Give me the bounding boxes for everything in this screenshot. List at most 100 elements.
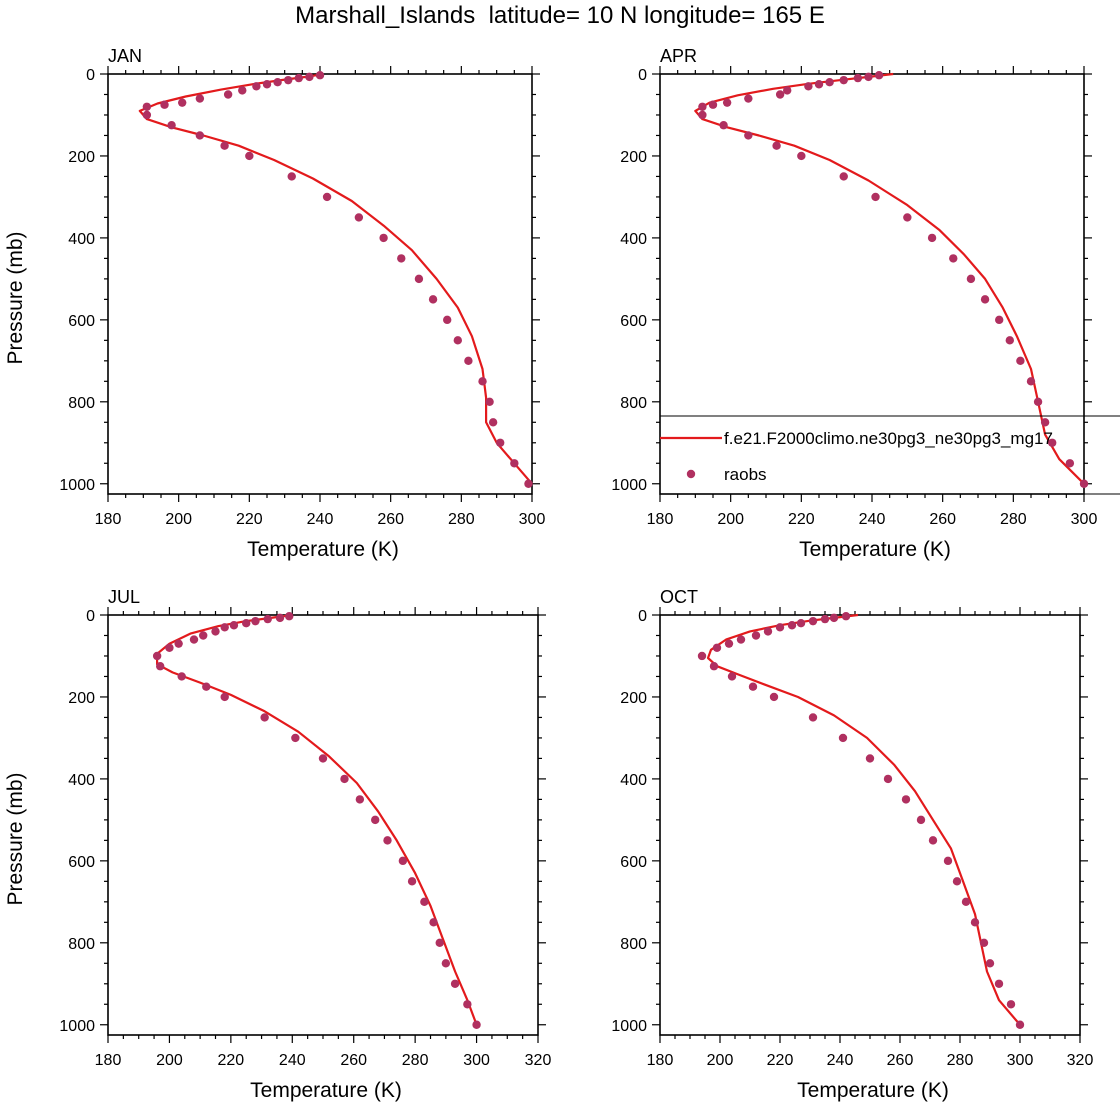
raobs-point	[796, 618, 806, 628]
raobs-point	[709, 662, 719, 671]
legend: f.e21.F2000climo.ne30pg3_ne30pg3_mg17rao…	[660, 415, 1120, 495]
raobs-point	[464, 356, 473, 366]
raobs-point	[220, 692, 229, 702]
raobs-point	[322, 192, 332, 202]
x-tick-label: 220	[788, 511, 815, 528]
raobs-point	[453, 336, 462, 345]
raobs-point	[287, 172, 296, 181]
y-tick-label: 200	[620, 690, 647, 707]
x-tick-label: 260	[340, 1052, 367, 1069]
raobs-point	[839, 172, 848, 181]
x-tick-label: 200	[165, 511, 192, 528]
raobs-point	[273, 77, 282, 87]
raobs-point	[496, 438, 505, 447]
y-tick-label: 0	[86, 608, 95, 625]
raobs-point	[463, 1000, 472, 1009]
raobs-point	[443, 315, 452, 325]
panel-oct: 180 200 220 240 260 280 300 320 0 200 400 600 800 100…	[611, 587, 1093, 1102]
y-tick-label: 400	[620, 772, 647, 789]
x-tick-label: 260	[929, 511, 956, 528]
raobs-point	[901, 795, 911, 804]
x-tick-label: 260	[377, 511, 404, 528]
x-tick-label: 300	[463, 1052, 490, 1069]
y-tick-label: 400	[620, 231, 647, 248]
raobs-point	[775, 623, 785, 632]
raobs-point	[985, 959, 995, 968]
model-profile-line	[706, 613, 1021, 1026]
model-profile-line	[694, 72, 1085, 485]
raobs-point	[220, 141, 229, 150]
raobs-point	[414, 274, 424, 284]
raobs-point	[943, 856, 953, 866]
raobs-point	[1079, 479, 1089, 488]
raobs-point	[485, 397, 494, 407]
plot-frame	[107, 73, 533, 495]
y-tick-label: 1000	[59, 477, 95, 494]
raobs-point	[825, 77, 834, 87]
raobs-point	[223, 90, 233, 99]
raobs-point	[787, 621, 797, 630]
raobs-point	[763, 627, 773, 636]
raobs-point	[1026, 377, 1036, 386]
raobs-point	[829, 613, 839, 623]
x-tick-label: 220	[767, 1052, 794, 1069]
raobs-point	[841, 612, 851, 621]
raobs-point	[195, 131, 205, 140]
y-tick-label: 800	[620, 395, 647, 412]
raobs-point	[165, 643, 174, 652]
x-tick-label: 240	[859, 511, 886, 528]
x-tick-label: 220	[218, 1052, 245, 1069]
raobs-point	[195, 94, 205, 103]
x-tick-label: 200	[717, 511, 744, 528]
raobs-point	[1015, 1020, 1025, 1029]
legend-marker-swatch	[686, 469, 696, 479]
raobs-point	[407, 877, 417, 886]
raobs-point	[808, 616, 818, 626]
raobs-point	[797, 151, 806, 161]
raobs-point	[808, 713, 818, 722]
y-axis-label: Pressure (mb)	[4, 231, 27, 364]
raobs-point	[315, 71, 325, 80]
raobs-point	[245, 151, 254, 161]
raobs-point	[429, 918, 438, 927]
y-tick-label: 1000	[611, 1018, 647, 1035]
raobs-point	[724, 639, 734, 648]
legend-raobs-label: raobs	[724, 465, 767, 484]
x-tick-label: 260	[887, 1052, 914, 1069]
x-tick-label: 300	[519, 511, 546, 528]
raobs-point	[1040, 418, 1050, 427]
raobs-point	[961, 897, 971, 907]
raobs-point	[698, 102, 707, 111]
y-tick-label: 600	[620, 854, 647, 871]
y-tick-label: 600	[68, 313, 95, 330]
plot-frame	[659, 614, 1081, 1036]
raobs-point	[871, 192, 880, 202]
panel-label: JAN	[108, 46, 142, 66]
y-tick-label: 200	[68, 690, 95, 707]
raobs-point	[804, 82, 813, 91]
x-tick-label: 200	[156, 1052, 183, 1069]
x-axis-label: Temperature (K)	[799, 538, 951, 561]
raobs-point	[814, 80, 824, 89]
raobs-point	[167, 121, 176, 130]
panel-label: JUL	[108, 587, 140, 607]
figure-title: Marshall_Islands latitude= 10 N longitud…	[295, 2, 825, 29]
raobs-point	[712, 643, 722, 652]
x-tick-label: 320	[525, 1052, 552, 1069]
raobs-point	[202, 682, 211, 691]
raobs-point	[441, 959, 451, 968]
raobs-point	[252, 82, 261, 91]
raobs-point	[178, 98, 187, 107]
raobs-point	[719, 121, 728, 130]
raobs-point	[156, 662, 165, 671]
raobs-point	[751, 631, 761, 640]
raobs-point	[769, 692, 779, 702]
raobs-point	[1033, 397, 1043, 407]
raobs-point	[949, 254, 958, 263]
y-tick-label: 1000	[611, 477, 647, 494]
raobs-point	[994, 979, 1004, 988]
x-tick-label: 180	[95, 511, 122, 528]
raobs-point	[472, 1020, 481, 1029]
raobs-point	[294, 73, 303, 83]
raobs-point	[478, 377, 487, 386]
